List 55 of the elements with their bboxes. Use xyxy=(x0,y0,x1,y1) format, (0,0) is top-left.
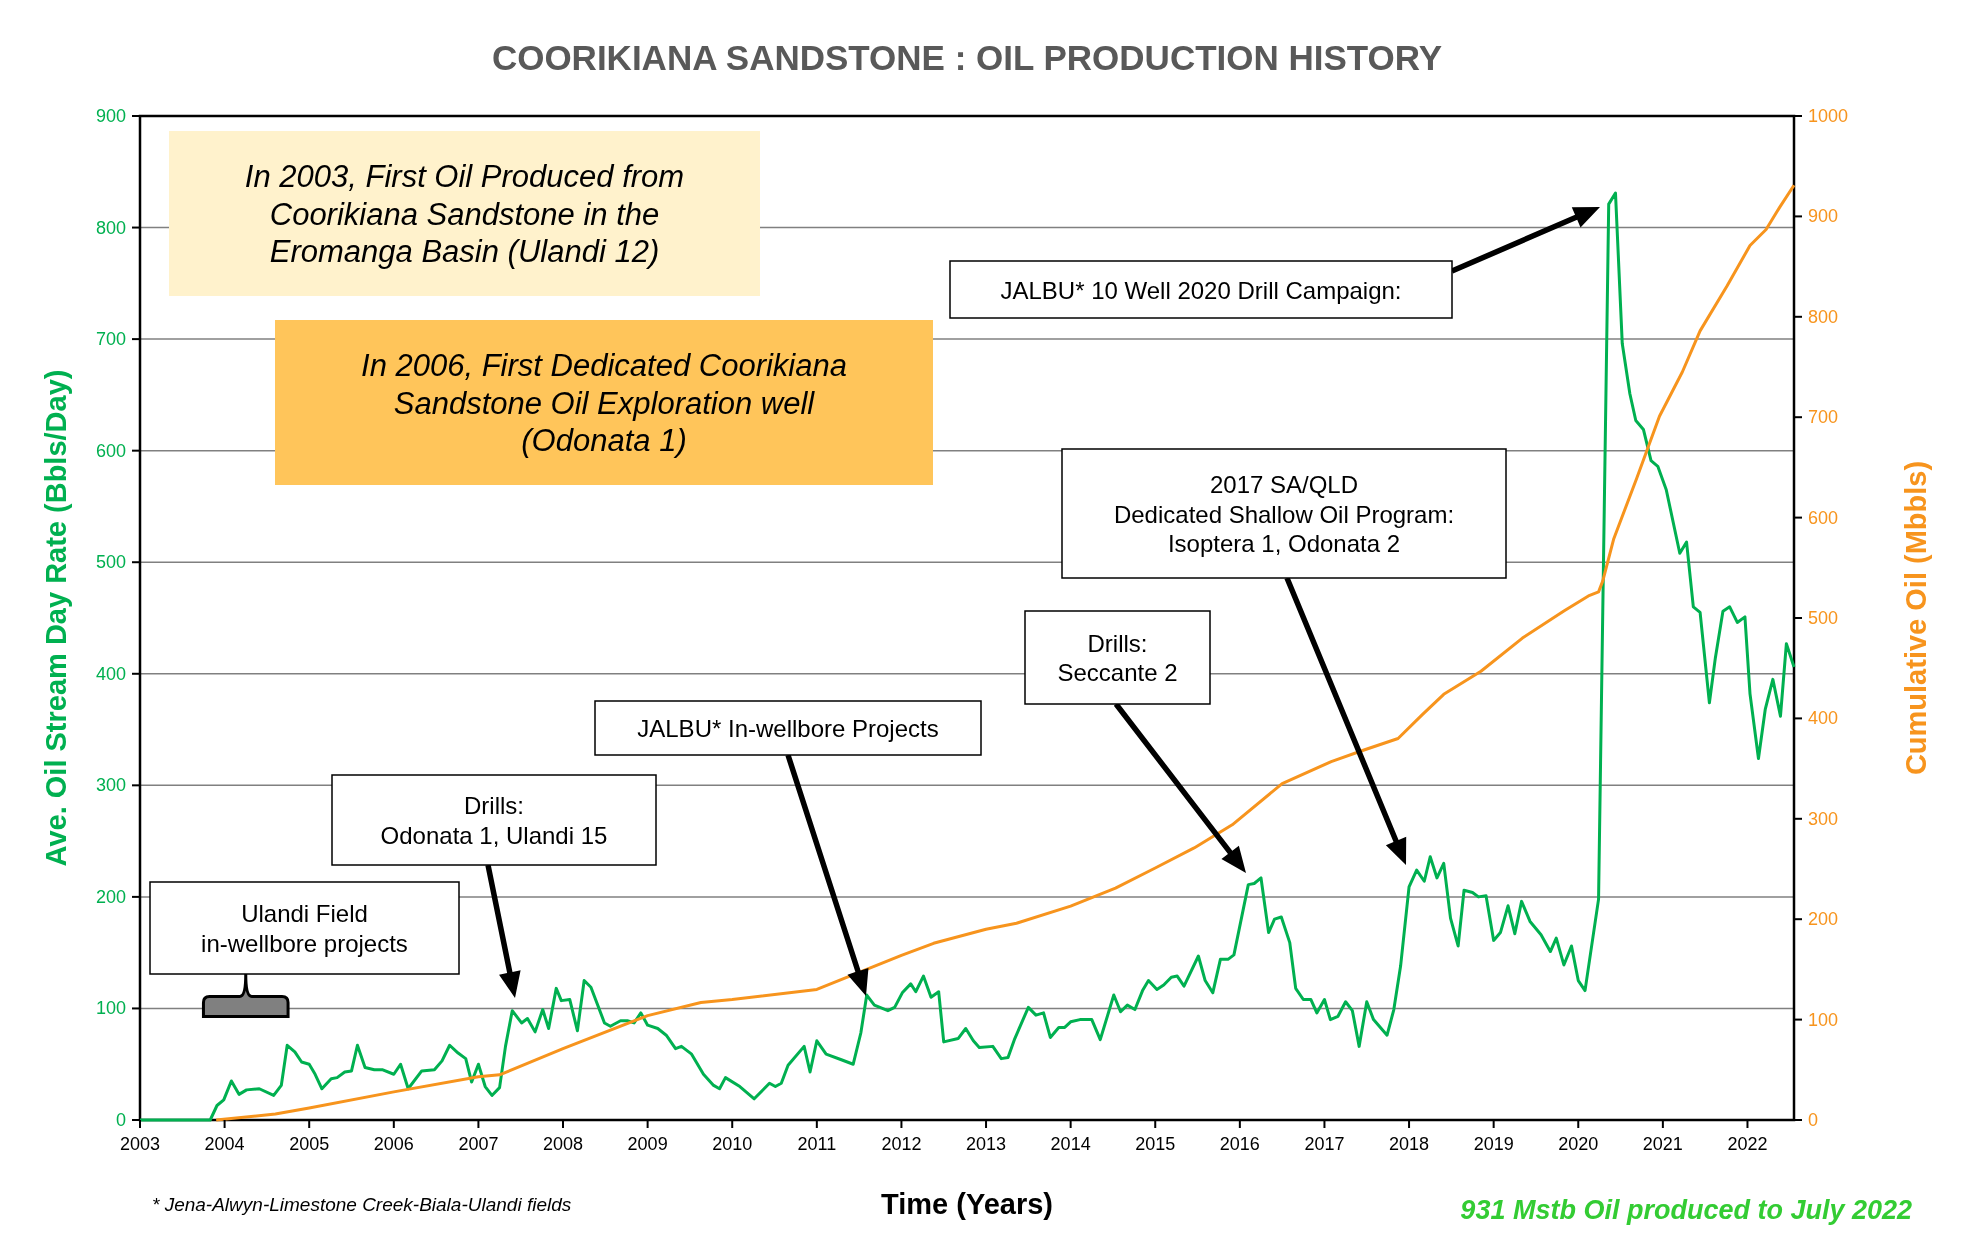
y2-tick-label: 200 xyxy=(1808,909,1839,930)
x-tick-label: 2015 xyxy=(1135,1134,1176,1154)
x-tick-label: 2014 xyxy=(1050,1134,1091,1154)
y2-tick-label: 100 xyxy=(1808,1009,1839,1030)
y2-tick-label: 1000 xyxy=(1808,106,1849,126)
y2-tick-label: 400 xyxy=(1808,708,1839,729)
x-tick-label: 2018 xyxy=(1389,1134,1430,1154)
annotation: Ulandi Field in-wellbore projects xyxy=(201,899,408,957)
y-tick-label: 300 xyxy=(95,775,126,796)
y2-tick-label: 500 xyxy=(1808,608,1839,628)
y-tick-label: 700 xyxy=(95,329,126,350)
x-tick-label: 2012 xyxy=(881,1134,922,1154)
annotation: Drills: Odonata 1, Ulandi 15 xyxy=(380,791,608,849)
chart-title: COORIKIANA SANDSTONE : OIL PRODUCTION HISTORY xyxy=(491,38,1443,77)
x-tick-label: 2013 xyxy=(966,1134,1007,1154)
text: 931 Mstb Oil produced to July 2022 xyxy=(1460,1195,1912,1225)
y-tick-label: 0 xyxy=(115,1110,126,1130)
y2-tick-label: 600 xyxy=(1808,507,1839,528)
x-tick-label: 2004 xyxy=(204,1134,245,1154)
y-axis-title: Ave. Oil Stream Day Rate (Bbls/Day) xyxy=(40,369,72,867)
x-tick-label: 2016 xyxy=(1219,1134,1260,1154)
y-tick-label: 100 xyxy=(95,998,126,1019)
annotation: Drills: Seccante 2 xyxy=(1057,629,1178,686)
y-tick-label: 900 xyxy=(95,106,126,126)
x-tick-label: 2017 xyxy=(1304,1134,1345,1154)
x-tick-label: 2003 xyxy=(119,1134,161,1154)
x-axis-title: Time (Years) xyxy=(881,1188,1053,1220)
x-tick-label: 2009 xyxy=(627,1134,668,1154)
y2-tick-label: 300 xyxy=(1808,808,1839,829)
annotation: In 2006, First Dedicated Coorikiana Sandstone Oil Exploration well (Odonata 1) xyxy=(361,347,847,458)
x-tick-label: 2020 xyxy=(1558,1134,1599,1154)
x-tick-label: 2005 xyxy=(289,1134,330,1154)
y-tick-label: 800 xyxy=(95,217,126,238)
text: * Jena-Alwyn-Limestone Creek-Biala-Ulandi fields xyxy=(152,1193,572,1215)
x-tick-label: 2022 xyxy=(1727,1134,1768,1154)
y-tick-label: 600 xyxy=(95,440,126,461)
y-tick-label: 200 xyxy=(95,886,126,907)
x-tick-label: 2019 xyxy=(1473,1134,1514,1154)
x-tick-label: 2010 xyxy=(712,1134,753,1154)
x-tick-label: 2011 xyxy=(797,1134,837,1154)
x-tick-label: 2021 xyxy=(1642,1134,1683,1154)
y2-tick-label: 0 xyxy=(1808,1110,1819,1130)
annotation: JALBU* 10 Well 2020 Drill Campaign: xyxy=(1000,276,1402,303)
y2-tick-label: 700 xyxy=(1808,407,1839,428)
y2-tick-label: 900 xyxy=(1808,206,1839,227)
annotation: 2017 SA/QLD Dedicated Shallow Oil Program: Isoptera 1, Odonata 2 xyxy=(1113,470,1455,557)
x-tick-label: 2008 xyxy=(542,1134,584,1154)
x-tick-label: 2007 xyxy=(458,1134,499,1154)
y-tick-label: 400 xyxy=(95,663,126,684)
y2-tick-label: 800 xyxy=(1808,306,1839,327)
y-tick-label: 500 xyxy=(95,552,126,573)
annotation: JALBU* In-wellbore Projects xyxy=(637,714,939,742)
x-tick-label: 2006 xyxy=(373,1134,414,1154)
annotation: In 2003, First Oil Produced from Coorikiana Sandstone in the Eromanga Basin (Ulandi 12) xyxy=(244,158,685,269)
y2-axis-title: Cumulative Oil (Mbbls) xyxy=(1900,460,1932,776)
